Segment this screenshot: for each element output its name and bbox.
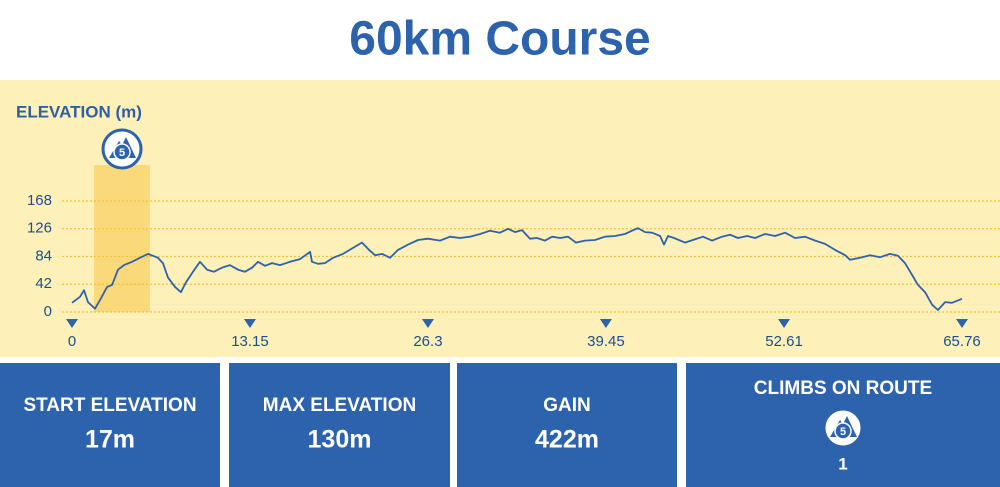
stat-value: 17m [85, 426, 135, 454]
title: 60km Course [349, 13, 650, 66]
stat-card [0, 363, 220, 487]
x-tick-marker [66, 319, 78, 328]
stat-value: 1 [838, 454, 847, 473]
y-axis-label: ELEVATION (m) [16, 102, 142, 121]
stat-value: 422m [535, 426, 599, 454]
stat-value: 130m [308, 426, 372, 454]
stat-label: GAIN [543, 395, 591, 416]
stat-card [229, 363, 450, 487]
x-tick-label: 39.45 [587, 333, 625, 350]
icon-badge [113, 143, 131, 161]
elevation-line [71, 227, 963, 311]
y-tick-label: 126 [27, 220, 52, 237]
stat-label: MAX ELEVATION [263, 395, 416, 416]
stat-label: CLIMBS ON ROUTE [754, 378, 932, 399]
x-tick-label: 0 [68, 333, 76, 350]
x-tick-marker [956, 319, 968, 328]
climb-icon: 5 [822, 407, 864, 449]
x-tick-marker [243, 319, 256, 328]
x-tick-label: 52.61 [765, 333, 803, 350]
y-tick-label: 0 [44, 303, 52, 320]
stats: START ELEVATION 17m MAX ELEVATION 130m GAIN 4… [0, 363, 1000, 487]
climb-number: 5 [119, 147, 125, 159]
x-tick-label: 65.76 [943, 333, 981, 350]
y-tick-label: 168 [27, 192, 52, 209]
x-tick-marker [421, 319, 434, 328]
climb-band [94, 165, 150, 312]
stat-label: START ELEVATION [23, 395, 196, 416]
y-tick-label: 42 [35, 275, 52, 292]
x-tick-label: 26.3 [413, 333, 442, 350]
x-tick-marker [778, 319, 791, 328]
chart-panel [0, 80, 1000, 357]
climb-icon: 5 [101, 128, 143, 170]
y-tick-label: 84 [35, 247, 52, 264]
x-tick-label: 13.15 [231, 333, 269, 350]
climb-number: 5 [840, 426, 846, 438]
stat-card [457, 363, 677, 487]
x-tick-marker [599, 319, 612, 328]
icon-badge [834, 422, 852, 440]
